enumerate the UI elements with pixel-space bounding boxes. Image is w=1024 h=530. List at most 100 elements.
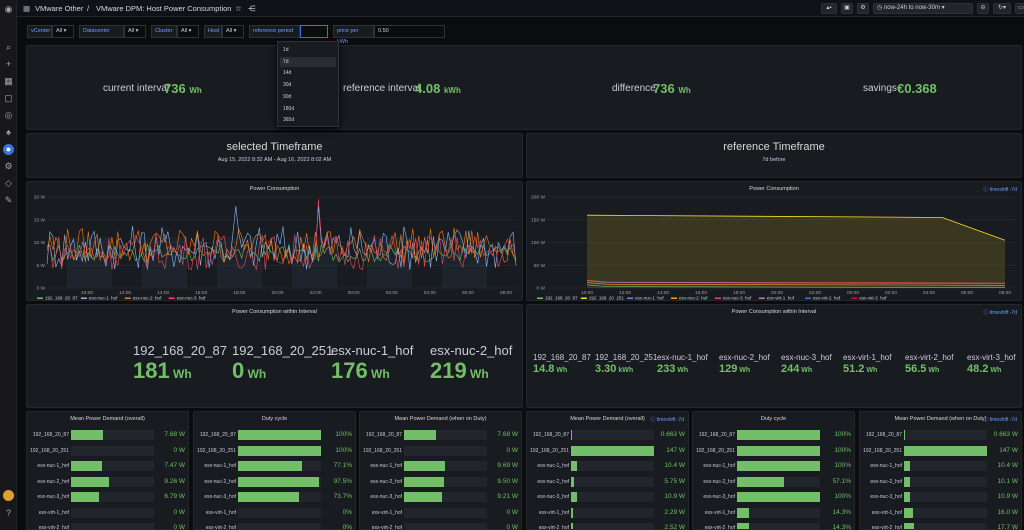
share-icon[interactable]: ⋲ bbox=[248, 4, 256, 13]
legend-label: 192_168_20_87 bbox=[45, 296, 78, 301]
dashboards-icon[interactable]: ▦ bbox=[4, 76, 13, 86]
series-area bbox=[217, 237, 262, 288]
interval-value-unit: Wh bbox=[675, 367, 689, 374]
bar-row-label: 192_168_20_251 bbox=[696, 447, 735, 454]
interval-value-number: 3.30 bbox=[595, 363, 617, 375]
y-tick-label: 20 W bbox=[34, 195, 46, 201]
grafana-logo-icon[interactable]: ◉ bbox=[4, 4, 13, 14]
explore-icon[interactable]: ▢ bbox=[4, 93, 13, 103]
current-interval-label: current interval bbox=[103, 83, 170, 94]
bar-fill bbox=[571, 523, 573, 529]
reference-interval-label: reference interval bbox=[343, 83, 421, 94]
dropdown-option-1d[interactable]: 1d bbox=[283, 47, 289, 53]
dropdown-option-180d[interactable]: 180d bbox=[283, 105, 295, 112]
bar-row-value: 16.0 W bbox=[997, 508, 1018, 516]
timeshift-badge: ⓘ timeshift -7d bbox=[983, 417, 1017, 423]
bar-row-value: 2.29 W bbox=[664, 508, 685, 516]
save-dashboard-button[interactable]: ▣ bbox=[841, 3, 853, 14]
selected-timeframe-panel: selected Timeframe Aug 15, 2022 8:32 AM … bbox=[26, 133, 523, 178]
star-icon[interactable]: ☆ bbox=[235, 4, 242, 13]
y-tick-label: 150 W bbox=[531, 217, 545, 223]
interval-host-name: esx-nuc-3_hof bbox=[781, 353, 832, 362]
vcenter-select[interactable]: All ▾ bbox=[52, 25, 74, 38]
legend-swatch bbox=[37, 297, 43, 299]
time-range-text: now-24h to now-30m bbox=[883, 5, 940, 11]
interval-value-number: 0 bbox=[232, 358, 245, 383]
breadcrumb-folder[interactable]: VMware Other bbox=[35, 4, 84, 13]
breadcrumb-separator: / bbox=[87, 4, 90, 13]
bar-fill bbox=[404, 492, 443, 502]
wrench-icon[interactable]: ✎ bbox=[4, 195, 13, 205]
price-input[interactable]: 0.50 bbox=[374, 25, 445, 38]
bar-fill bbox=[904, 430, 905, 440]
help-icon[interactable]: ? bbox=[5, 508, 11, 518]
cluster-label: Cluster bbox=[151, 25, 177, 38]
reference-period-input[interactable] bbox=[300, 25, 328, 38]
compass-icon[interactable]: ◎ bbox=[4, 110, 13, 120]
interval-host-value: 244 Wh bbox=[781, 363, 812, 375]
legend-label: esx-virt-3_hof bbox=[859, 296, 887, 301]
bar-row-value: 7.68 W bbox=[497, 431, 518, 438]
legend-swatch bbox=[627, 297, 634, 299]
difference-value: 736 Wh bbox=[653, 81, 691, 96]
bar-row: esx-nuc-2_hof 57.1% bbox=[693, 475, 854, 489]
zoom-out-button[interactable]: ⊖ bbox=[977, 3, 989, 14]
power-chart-right[interactable]: Power Consumption ⓘ timeshift -7d 0 W 50 … bbox=[526, 181, 1022, 301]
bar-background bbox=[904, 492, 987, 502]
tv-mode-button[interactable]: ▭ bbox=[1015, 3, 1024, 14]
page-title[interactable]: VMware DPM: Host Power Consumption bbox=[96, 4, 232, 13]
bar-background bbox=[238, 523, 321, 529]
bar-background bbox=[571, 492, 654, 502]
cluster-select[interactable]: All ▾ bbox=[177, 25, 199, 38]
dropdown-option-365d[interactable]: 365d bbox=[283, 117, 295, 124]
bar-background bbox=[904, 523, 987, 529]
bar-row-value: 57.1% bbox=[832, 477, 851, 485]
plus-icon[interactable]: + bbox=[5, 59, 12, 69]
dropdown-option-14d[interactable]: 14d bbox=[283, 70, 292, 77]
bell-icon[interactable]: ♠ bbox=[6, 127, 11, 137]
reference-period-dropdown[interactable]: 1d 7d 14d 30d 90d 180d 365d bbox=[277, 41, 339, 127]
bar-row-value: 0.663 W bbox=[993, 431, 1018, 438]
gear-icon[interactable]: ⚙ bbox=[4, 161, 13, 171]
host-select[interactable]: All ▾ bbox=[222, 25, 244, 38]
active-app-icon[interactable]: ● bbox=[3, 144, 14, 155]
legend-swatch bbox=[714, 297, 721, 299]
host-label: Host bbox=[204, 25, 222, 38]
refresh-button[interactable]: ↻▾ bbox=[993, 3, 1011, 14]
dropdown-option-30d[interactable]: 30d bbox=[283, 82, 292, 89]
power-chart-left[interactable]: Power Consumption 0 W 5 W 10 W 15 W 20 W 10:0… bbox=[26, 181, 523, 301]
bar-row: esx-nuc-1_hof 100% bbox=[693, 459, 854, 473]
bar-row: 192_168_20_87 7.68 W bbox=[27, 428, 188, 442]
timeshift-text: timeshift -7d bbox=[989, 187, 1017, 193]
interval-left-panel: Power Consumption within Interval 192_16… bbox=[26, 304, 523, 408]
interval-host-name: esx-nuc-2_hof bbox=[430, 343, 513, 358]
variables-bar: vCenter All ▾ Datacenter All ▾ Cluster A… bbox=[17, 22, 1024, 45]
interval-value-unit: Wh bbox=[466, 367, 489, 381]
add-panel-button[interactable]: ▴▪ bbox=[821, 3, 837, 14]
bar-row-label: 192_168_20_251 bbox=[530, 447, 569, 454]
bar-fill bbox=[571, 445, 654, 456]
x-tick-label: 12:00 bbox=[119, 290, 131, 296]
legend-label: esx-nuc-3_hof bbox=[723, 296, 752, 301]
current-interval-number: 736 bbox=[164, 81, 186, 96]
x-tick-label: 08:00 bbox=[999, 290, 1011, 296]
datacenter-select[interactable]: All ▾ bbox=[124, 25, 146, 38]
bar-fill bbox=[404, 430, 437, 440]
bar-row-label: 192_168_20_87 bbox=[698, 432, 735, 438]
x-tick-label: 22:00 bbox=[310, 290, 322, 296]
time-picker[interactable]: ◷ now-24h to now-30m ▾ bbox=[873, 3, 973, 14]
bar-row: esx-virt-1_hof 14.3% bbox=[693, 506, 854, 520]
dropdown-option-90d[interactable]: 90d bbox=[283, 93, 292, 100]
settings-button[interactable]: ⚙ bbox=[857, 3, 869, 14]
bar-background bbox=[71, 445, 154, 456]
shield-icon[interactable]: ◇ bbox=[5, 178, 12, 188]
dropdown-option-7d[interactable]: 7d bbox=[280, 56, 336, 67]
interval-host-value: 181 Wh bbox=[133, 358, 192, 384]
bar-background bbox=[404, 430, 487, 440]
bar-background bbox=[238, 430, 321, 440]
avatar[interactable] bbox=[3, 490, 14, 501]
search-icon[interactable]: ⌕ bbox=[5, 42, 12, 52]
bar-row: esx-nuc-1_hof 77.1% bbox=[194, 459, 355, 473]
bar-panel-title: Duty cycle bbox=[261, 416, 288, 422]
x-tick-label: 16:00 bbox=[695, 290, 707, 296]
